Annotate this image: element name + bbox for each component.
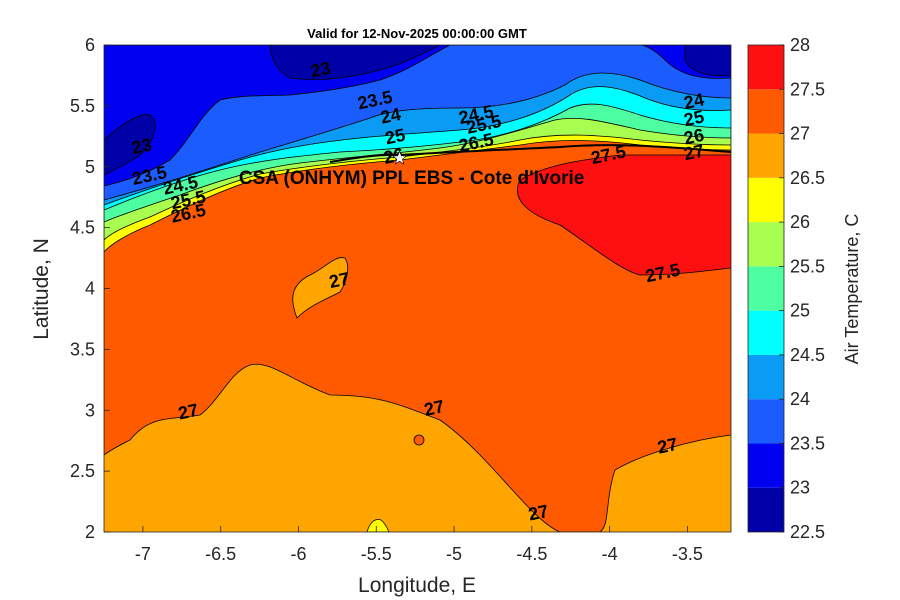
colorbar-tick-label: 24.5: [790, 345, 825, 365]
x-tick-label: -4.5: [516, 544, 547, 564]
y-tick-label: 4: [85, 279, 95, 299]
y-tick-label: 3: [85, 400, 95, 420]
colorbar-tick-label: 23: [790, 478, 810, 498]
colorbar-tick-label: 26: [790, 212, 810, 232]
y-tick-label: 6: [85, 35, 95, 55]
contour-label: 27: [527, 501, 551, 525]
colorbar-swatch: [748, 222, 784, 267]
y-axis: 2 2.5 3 3.5 4 4.5 5 5.5 6: [70, 35, 110, 542]
colorbar-swatch: [748, 443, 784, 488]
contour-label: 23: [309, 58, 333, 82]
field-22-5-23-west: [104, 114, 156, 176]
contour-label: 24: [682, 89, 706, 113]
y-tick-label: 5: [85, 157, 95, 177]
contour-label: 27: [176, 400, 200, 424]
contour-label: 27: [327, 268, 351, 292]
field-island: [413, 434, 425, 446]
x-tick-label: -5: [446, 544, 462, 564]
x-tick-label: -7: [135, 544, 151, 564]
colorbar-tick-label: 28: [790, 35, 810, 55]
colorbar-swatch: [748, 354, 784, 400]
colorbar-tick-label: 23.5: [790, 433, 825, 453]
colorbar-swatch: [748, 266, 784, 311]
colorbar-frame: [747, 44, 785, 533]
colorbar-tick-label: 27: [790, 124, 810, 144]
x-axis: -7 -6.5 -6 -5.5 -5 -4.5 -4 -3.5: [135, 526, 703, 564]
chart-title: Valid for 12-Nov-2025 00:00:00 GMT: [307, 26, 527, 41]
y-tick-label: 2: [85, 522, 95, 542]
plot-area: 232323.523.52424.52525.526.52624.525.526…: [103, 44, 732, 533]
colorbar-swatch: [748, 399, 784, 444]
site-star-icon: [392, 150, 408, 165]
contour-labels: 232323.523.52424.52525.526.52624.525.526…: [130, 58, 706, 525]
y-tick-label: 5.5: [70, 96, 95, 116]
x-tick-label: -6.5: [205, 544, 236, 564]
site-label: CSA (ONHYM) PPL EBS - Cote d'Ivorie: [239, 168, 585, 189]
colorbar: 22.5 23 23.5 24 24.5 25 25.5 26 26.5 27 27.5 28: [747, 35, 825, 542]
colorbar-swatch: [748, 487, 784, 532]
colorbar-tick-label: 22.5: [790, 522, 825, 542]
field-22-5-23-north: [269, 45, 441, 80]
y-tick-label: 2.5: [70, 461, 95, 481]
x-tick-label: -3.5: [672, 544, 703, 564]
contour-label: 25: [383, 125, 407, 149]
contour-label: 27: [682, 140, 706, 164]
field-yellow-speck: [366, 519, 390, 532]
contour-label: 24: [379, 104, 403, 128]
field-27-5-28: [517, 154, 731, 276]
colorbar-tick-label: 27.5: [790, 79, 825, 99]
colorbar-label: Air Temperature, C: [842, 214, 862, 365]
colorbar-tick-label: 25: [790, 301, 810, 321]
field-pocket-26-5: [292, 257, 349, 319]
x-tick-label: -4: [602, 544, 618, 564]
colorbar-tick-label: 25.5: [790, 256, 825, 276]
x-tick-label: -5.5: [361, 544, 392, 564]
colorbar-swatch: [748, 133, 784, 178]
colorbar-tick-label: 26.5: [790, 168, 825, 188]
y-tick-label: 3.5: [70, 339, 95, 359]
x-tick-label: -6: [290, 544, 306, 564]
colorbar-swatch: [748, 310, 784, 355]
y-axis-label: Latitude, N: [30, 238, 53, 340]
colorbar-swatch: [748, 89, 784, 134]
field-23-23-5: [104, 45, 731, 187]
contour-label: 27: [656, 434, 680, 458]
contour-label: 27: [422, 396, 446, 420]
contour-label: 26: [682, 125, 706, 149]
colorbar-tick-label: 24: [790, 389, 810, 409]
contour-label: 23: [130, 134, 154, 158]
colorbar-swatch: [748, 177, 784, 223]
y-tick-label: 4.5: [70, 218, 95, 238]
contour-label: 25: [682, 106, 706, 130]
site-track-line: [329, 144, 731, 163]
colorbar-swatch: [748, 45, 784, 90]
x-axis-label: Longitude, E: [358, 574, 476, 597]
